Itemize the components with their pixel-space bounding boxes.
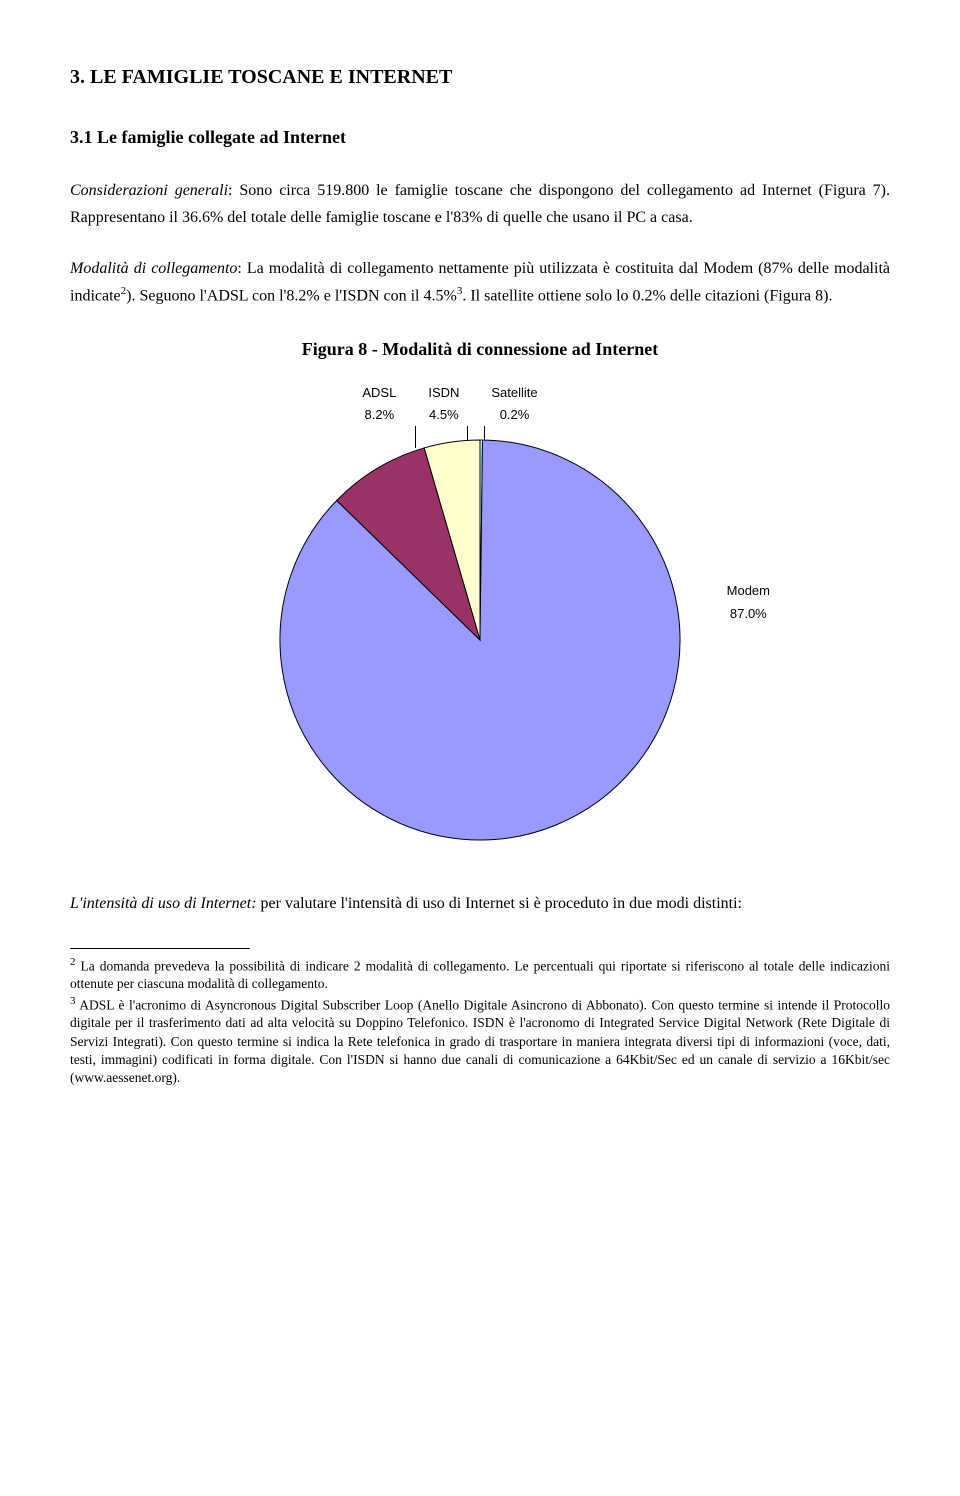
modem-pct: 87.0% xyxy=(727,603,770,625)
para2-b: ). Seguono l'ADSL con l'8.2% e l'ISDN co… xyxy=(126,287,457,304)
footnote-3-text: ADSL è l'acronimo di Asyncronous Digital… xyxy=(70,997,890,1085)
pie-svg xyxy=(270,430,690,850)
leader-adsl xyxy=(415,426,416,448)
subsection-title: 3.1 Le famiglie collegate ad Internet xyxy=(70,122,890,153)
paragraph-intensita: L'intensità di uso di Internet: per valu… xyxy=(70,890,890,917)
leader-isdn xyxy=(467,426,468,440)
pie-chart: ADSL 8.2% ISDN 4.5% Satellite 0.2% Modem… xyxy=(180,382,780,850)
isdn-pct: 4.5% xyxy=(428,404,459,426)
paragraph-considerazioni: Considerazioni generali: Sono circa 519.… xyxy=(70,177,890,231)
sat-name: Satellite xyxy=(491,382,537,404)
para2-label: Modalità di collegamento xyxy=(70,260,237,277)
footnote-2-text: La domanda prevedeva la possibilità di i… xyxy=(70,958,890,991)
para3-label: L'intensità di uso di Internet: xyxy=(70,895,257,912)
leader-sat xyxy=(484,426,485,440)
para1-label: Considerazioni generali xyxy=(70,182,228,199)
section-title: 3. LE FAMIGLIE TOSCANE E INTERNET xyxy=(70,60,890,94)
label-adsl: ADSL 8.2% xyxy=(362,382,396,426)
label-modem: Modem 87.0% xyxy=(727,580,770,624)
para3-body: per valutare l'intensità di uso di Inter… xyxy=(257,895,742,912)
footnote-separator xyxy=(70,948,250,949)
label-satellite: Satellite 0.2% xyxy=(491,382,537,426)
chart-top-labels: ADSL 8.2% ISDN 4.5% Satellite 0.2% xyxy=(180,382,780,426)
isdn-name: ISDN xyxy=(428,382,459,404)
figure-title: Figura 8 - Modalità di connessione ad In… xyxy=(70,334,890,365)
footnote-2: 2 La domanda prevedeva la possibilità di… xyxy=(70,955,890,994)
adsl-pct: 8.2% xyxy=(362,404,396,426)
modem-name: Modem xyxy=(727,580,770,602)
label-isdn: ISDN 4.5% xyxy=(428,382,459,426)
pie-area: Modem 87.0% xyxy=(270,430,690,850)
adsl-name: ADSL xyxy=(362,382,396,404)
paragraph-modalita: Modalità di collegamento: La modalità di… xyxy=(70,255,890,310)
sat-pct: 0.2% xyxy=(491,404,537,426)
footnote-3: 3 ADSL è l'acronimo di Asyncronous Digit… xyxy=(70,994,890,1088)
para2-c: . Il satellite ottiene solo lo 0.2% dell… xyxy=(462,287,832,304)
